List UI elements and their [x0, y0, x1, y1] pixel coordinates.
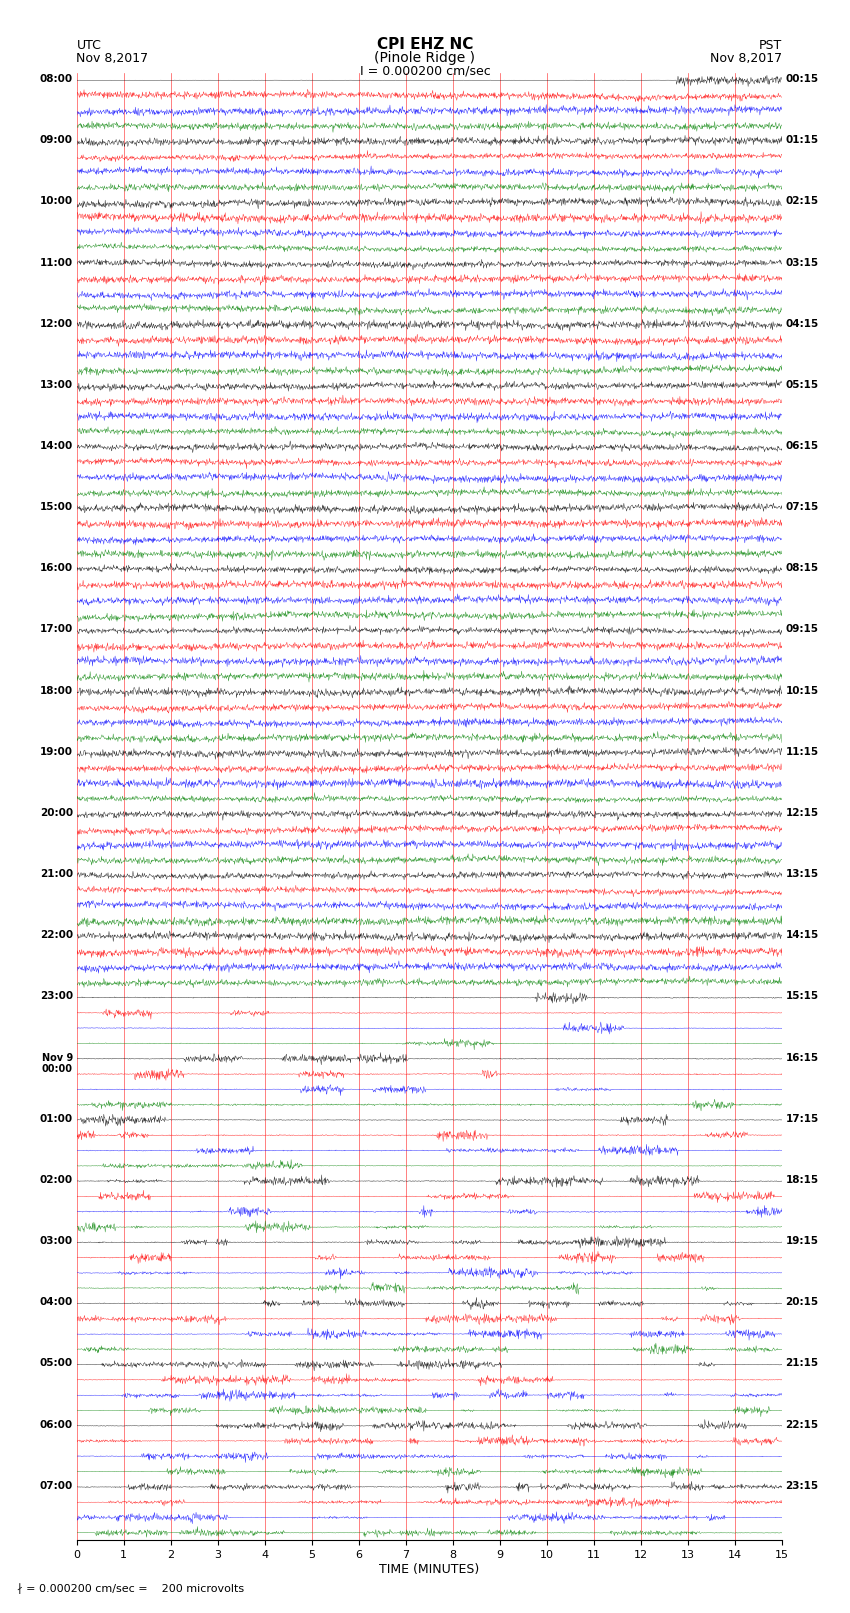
Text: 16:00: 16:00 [40, 563, 73, 573]
Text: 15:15: 15:15 [785, 992, 819, 1002]
Text: 02:15: 02:15 [785, 197, 819, 206]
Text: 10:00: 10:00 [40, 197, 73, 206]
Text: 17:00: 17:00 [40, 624, 73, 634]
Text: 12:15: 12:15 [785, 808, 819, 818]
Text: 20:15: 20:15 [785, 1297, 819, 1307]
Text: 11:15: 11:15 [785, 747, 819, 756]
Text: ∤ = 0.000200 cm/sec =    200 microvolts: ∤ = 0.000200 cm/sec = 200 microvolts [17, 1582, 244, 1594]
Text: 03:15: 03:15 [785, 258, 819, 268]
Text: 00:15: 00:15 [785, 74, 819, 84]
Text: 14:15: 14:15 [785, 931, 819, 940]
Text: 09:00: 09:00 [40, 135, 73, 145]
Text: 06:00: 06:00 [40, 1419, 73, 1429]
Text: 15:00: 15:00 [40, 502, 73, 513]
Text: 08:15: 08:15 [785, 563, 819, 573]
Text: I = 0.000200 cm/sec: I = 0.000200 cm/sec [360, 65, 490, 77]
Text: 01:00: 01:00 [40, 1113, 73, 1124]
Text: 08:00: 08:00 [40, 74, 73, 84]
Text: 01:15: 01:15 [785, 135, 819, 145]
Text: 23:00: 23:00 [40, 992, 73, 1002]
Text: 04:15: 04:15 [785, 319, 819, 329]
Text: 18:15: 18:15 [785, 1174, 819, 1186]
Text: 21:00: 21:00 [40, 869, 73, 879]
Text: 22:15: 22:15 [785, 1419, 819, 1429]
Text: 11:00: 11:00 [40, 258, 73, 268]
Text: 12:00: 12:00 [40, 319, 73, 329]
Text: 13:15: 13:15 [785, 869, 819, 879]
Text: 07:00: 07:00 [40, 1481, 73, 1490]
Text: 19:15: 19:15 [785, 1236, 819, 1247]
Text: CPI EHZ NC: CPI EHZ NC [377, 37, 473, 52]
Text: 05:00: 05:00 [40, 1358, 73, 1368]
Text: 20:00: 20:00 [40, 808, 73, 818]
Text: 22:00: 22:00 [40, 931, 73, 940]
Text: 02:00: 02:00 [40, 1174, 73, 1186]
Text: 19:00: 19:00 [40, 747, 73, 756]
Text: 09:15: 09:15 [785, 624, 819, 634]
Text: 16:15: 16:15 [785, 1053, 819, 1063]
Text: UTC: UTC [76, 39, 101, 52]
Text: 10:15: 10:15 [785, 686, 819, 695]
Text: PST: PST [759, 39, 782, 52]
Text: 04:00: 04:00 [40, 1297, 73, 1307]
Text: 18:00: 18:00 [40, 686, 73, 695]
Text: 07:15: 07:15 [785, 502, 819, 513]
Text: (Pinole Ridge ): (Pinole Ridge ) [375, 50, 475, 65]
Text: 06:15: 06:15 [785, 440, 819, 452]
Text: Nov 8,2017: Nov 8,2017 [76, 52, 149, 65]
Text: Nov 8,2017: Nov 8,2017 [710, 52, 782, 65]
Text: 23:15: 23:15 [785, 1481, 819, 1490]
Text: 05:15: 05:15 [785, 379, 819, 390]
Text: 03:00: 03:00 [40, 1236, 73, 1247]
Text: 14:00: 14:00 [40, 440, 73, 452]
Text: 17:15: 17:15 [785, 1113, 819, 1124]
Text: 21:15: 21:15 [785, 1358, 819, 1368]
Text: Nov 9
00:00: Nov 9 00:00 [42, 1053, 73, 1074]
X-axis label: TIME (MINUTES): TIME (MINUTES) [379, 1563, 479, 1576]
Text: 13:00: 13:00 [40, 379, 73, 390]
